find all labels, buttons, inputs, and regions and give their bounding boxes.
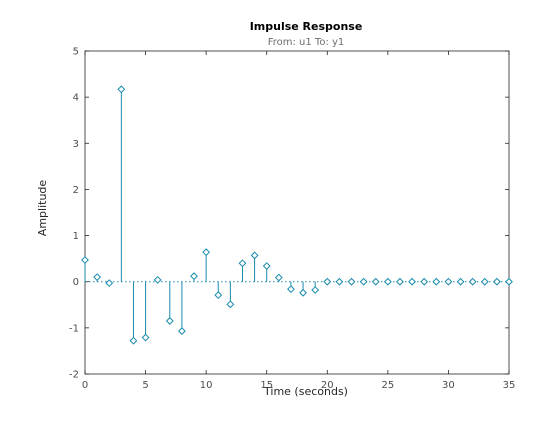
stem-marker	[420, 277, 429, 286]
stem-marker	[299, 288, 307, 297]
stem-marker	[202, 248, 211, 257]
stem-marker	[129, 336, 138, 345]
stem-marker	[153, 275, 162, 284]
stem-marker	[238, 259, 247, 268]
x-tick-label: 10	[200, 380, 213, 391]
stem-marker	[105, 279, 114, 288]
stem-marker	[396, 277, 404, 286]
stem-marker	[226, 300, 235, 309]
y-tick-label: 3	[73, 139, 79, 150]
stem-marker	[190, 272, 198, 281]
stem-marker	[274, 273, 283, 282]
stem-marker	[250, 251, 259, 260]
stem-marker	[505, 277, 513, 286]
stem-marker	[408, 277, 416, 286]
stem-marker	[287, 285, 295, 294]
chart-title: Impulse Response	[250, 20, 363, 33]
x-axis-label: Time (seconds)	[263, 385, 348, 398]
stem-marker	[371, 277, 380, 286]
stem-series	[81, 85, 513, 345]
y-tick-label: 2	[73, 185, 79, 196]
stem-marker	[117, 85, 126, 94]
stem-marker	[141, 333, 150, 342]
x-tick-label: 30	[442, 380, 455, 391]
stem-marker	[456, 277, 465, 286]
axis-ticks: 0 5 10 15 20 25 30 35 -2 -1 0 1 2 3 4 5	[69, 47, 515, 392]
stem-marker	[323, 277, 332, 286]
x-tick-label: 5	[142, 380, 148, 391]
stem-marker	[93, 273, 102, 282]
y-tick-label: -1	[69, 323, 79, 334]
stem-marker	[480, 277, 489, 286]
stem-marker	[335, 277, 344, 286]
stem-marker	[262, 262, 271, 270]
y-tick-label: 1	[73, 231, 79, 242]
stem-marker	[359, 277, 368, 286]
x-tick-label: 25	[381, 380, 394, 391]
stem-marker	[468, 277, 477, 286]
stem-marker	[432, 277, 441, 286]
stem-marker	[311, 286, 320, 294]
stem-marker	[165, 317, 174, 325]
x-tick-label: 35	[503, 380, 516, 391]
y-axis-label: Amplitude	[36, 180, 49, 237]
stem-marker	[383, 277, 392, 286]
chart-subtitle: From: u1 To: y1	[268, 37, 345, 48]
stem-marker	[214, 291, 223, 300]
stem-marker	[347, 277, 356, 286]
stem-marker	[444, 277, 453, 286]
y-tick-label: -2	[69, 370, 79, 381]
stem-marker	[178, 327, 186, 335]
x-tick-label: 0	[82, 380, 88, 391]
y-tick-label: 4	[73, 93, 79, 104]
stem-marker	[81, 256, 89, 264]
x-tick-label: 20	[321, 380, 334, 391]
stem-marker	[492, 277, 501, 286]
plot-area-frame	[84, 50, 510, 375]
x-tick-label: 15	[260, 380, 273, 391]
y-tick-label: 5	[73, 47, 79, 58]
y-tick-label: 0	[73, 277, 79, 288]
